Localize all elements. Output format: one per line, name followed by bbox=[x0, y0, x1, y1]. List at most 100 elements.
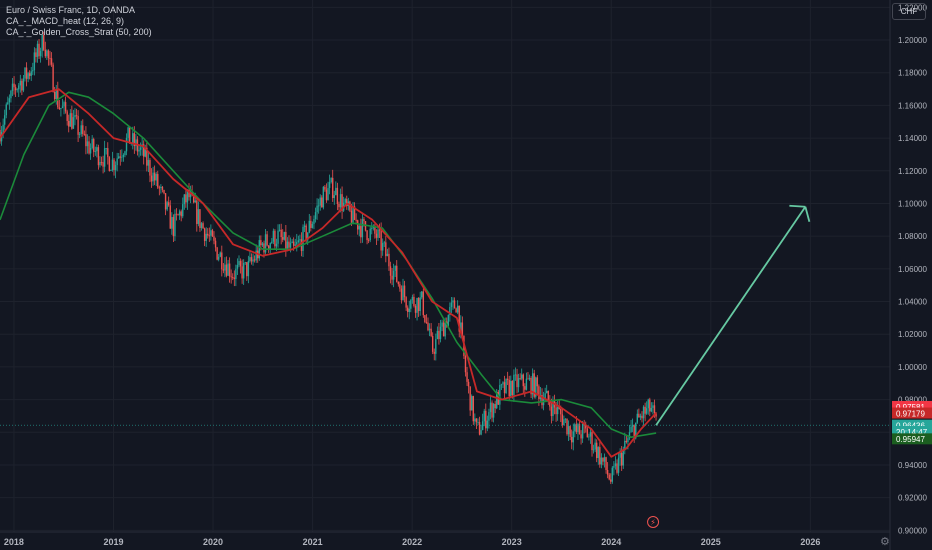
candle-body bbox=[471, 396, 473, 411]
gear-icon[interactable]: ⚙ bbox=[880, 536, 890, 548]
candle-body bbox=[121, 156, 123, 158]
candle-body bbox=[208, 235, 211, 237]
candle-body bbox=[207, 233, 209, 236]
candle-body bbox=[525, 378, 528, 390]
candle-body bbox=[97, 147, 100, 166]
candle-body bbox=[164, 193, 167, 210]
candle-body bbox=[374, 225, 376, 234]
candle-body bbox=[105, 148, 107, 149]
candle-body bbox=[242, 263, 245, 279]
candle-body bbox=[232, 276, 234, 278]
candle-body bbox=[433, 351, 435, 354]
candle-body bbox=[125, 137, 128, 152]
indicator-golden-cross[interactable]: CA_-_Golden_Cross_Strat (50, 200) bbox=[6, 27, 152, 37]
candle-body bbox=[538, 386, 540, 400]
candle-body bbox=[589, 432, 592, 437]
candle-body bbox=[442, 322, 445, 337]
candle-body bbox=[266, 234, 268, 246]
candle-body bbox=[196, 200, 198, 224]
candle-body bbox=[47, 50, 50, 59]
candle-body bbox=[124, 151, 126, 155]
candle-body bbox=[431, 335, 434, 352]
lightning-glyph: ⚡ bbox=[650, 518, 656, 527]
candle-body bbox=[272, 230, 275, 242]
y-tick-label: 1.06000 bbox=[898, 265, 927, 274]
candle-body bbox=[305, 225, 307, 241]
candle-body bbox=[403, 285, 406, 298]
candle-body bbox=[325, 189, 328, 201]
candle-body bbox=[122, 154, 125, 157]
candle-body bbox=[406, 307, 409, 312]
candle-body bbox=[116, 158, 118, 166]
symbol-title[interactable]: Euro / Swiss Franc, 1D, OANDA bbox=[6, 5, 136, 15]
candle-body bbox=[546, 390, 548, 394]
candle-body bbox=[522, 374, 524, 387]
candle-body bbox=[174, 213, 176, 237]
candle-body bbox=[285, 232, 287, 250]
price-label-bg bbox=[892, 407, 932, 419]
candle-body bbox=[263, 243, 265, 253]
candle-body bbox=[192, 194, 195, 203]
candle-body bbox=[205, 233, 207, 241]
candle-body bbox=[645, 408, 648, 414]
currency-label[interactable]: CHF bbox=[892, 3, 926, 20]
candle-body bbox=[560, 408, 562, 415]
candle-body bbox=[483, 410, 485, 422]
candle-body bbox=[253, 259, 256, 261]
candle-body bbox=[630, 426, 632, 433]
candle-body bbox=[16, 89, 18, 91]
candle-body bbox=[564, 418, 567, 420]
candle-body bbox=[456, 305, 459, 313]
candle-body bbox=[160, 186, 162, 188]
candle-body bbox=[274, 230, 276, 247]
candle-body bbox=[524, 386, 526, 390]
candle-body bbox=[399, 284, 401, 289]
candle-body bbox=[436, 330, 439, 340]
candle-body bbox=[146, 147, 148, 166]
candle-body bbox=[330, 177, 332, 183]
candle-body bbox=[394, 265, 396, 271]
candle-body bbox=[519, 378, 521, 379]
indicator-macd-heat[interactable]: CA_-_MACD_heat (12, 26, 9) bbox=[6, 16, 125, 26]
candle-body bbox=[510, 380, 512, 397]
y-tick-label: 1.22000 bbox=[898, 3, 927, 12]
candle-body bbox=[292, 241, 295, 246]
candle-body bbox=[267, 245, 270, 250]
candle-body bbox=[625, 440, 628, 442]
candles bbox=[0, 31, 657, 485]
candle-body bbox=[24, 67, 26, 79]
candle-body bbox=[127, 127, 129, 138]
candle-body bbox=[85, 134, 87, 147]
candle-body bbox=[397, 281, 400, 285]
candle-body bbox=[19, 80, 22, 86]
candle-body bbox=[371, 228, 373, 229]
candle-body bbox=[444, 321, 446, 337]
candle-body bbox=[427, 322, 429, 331]
candle-body bbox=[35, 52, 37, 57]
candle-body bbox=[227, 263, 229, 276]
candle-body bbox=[455, 308, 457, 313]
candle-body bbox=[233, 277, 236, 279]
candle-body bbox=[585, 425, 587, 429]
candle-body bbox=[491, 402, 493, 418]
y-tick-label: 1.02000 bbox=[898, 330, 927, 339]
y-tick-label: 0.90000 bbox=[898, 526, 927, 535]
candle-body bbox=[367, 239, 370, 241]
candle-body bbox=[653, 405, 656, 414]
candle-body bbox=[392, 270, 395, 280]
candle-body bbox=[128, 127, 131, 144]
candle-body bbox=[535, 377, 537, 397]
candle-body bbox=[333, 195, 335, 199]
candle-body bbox=[144, 147, 146, 157]
x-tick-label: 2023 bbox=[502, 537, 522, 547]
candle-body bbox=[513, 374, 515, 396]
candle-body bbox=[580, 434, 582, 439]
candle-body bbox=[549, 401, 551, 407]
candle-body bbox=[180, 211, 182, 217]
candle-body bbox=[143, 144, 145, 157]
candle-body bbox=[555, 407, 557, 415]
candle-body bbox=[53, 91, 56, 100]
candle-body bbox=[89, 147, 92, 154]
candle-body bbox=[595, 442, 598, 459]
